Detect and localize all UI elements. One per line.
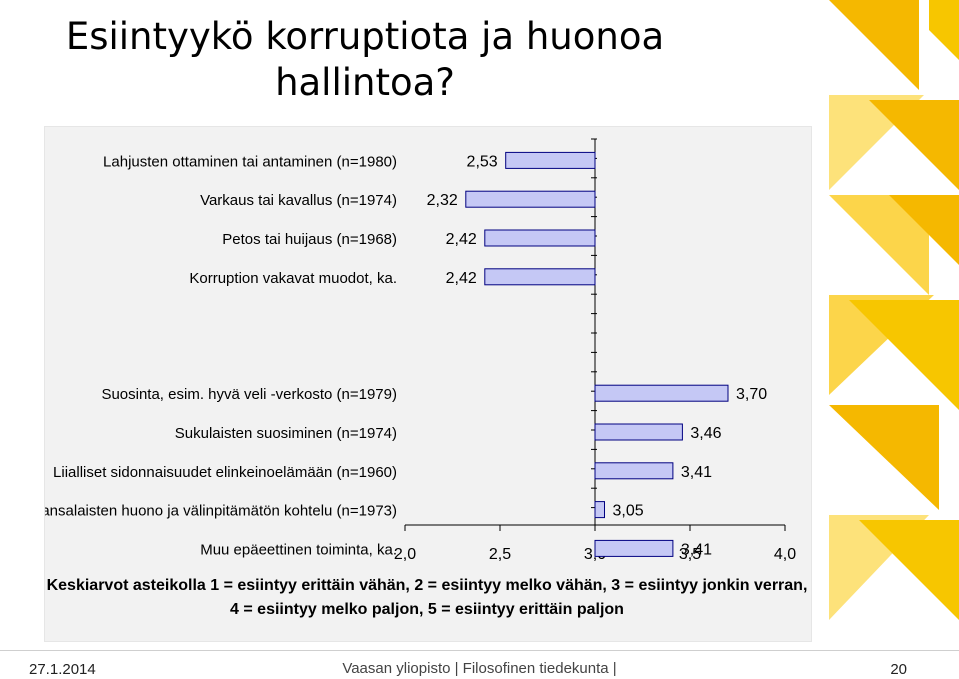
category-label: Liialliset sidonnaisuudet elinkeinoelämä… — [53, 464, 397, 481]
category-label: Kansalaisten huono ja välinpitämätön koh… — [45, 503, 397, 520]
bar — [594, 423, 683, 441]
x-tick-label: 2,5 — [489, 546, 511, 563]
bar — [465, 190, 596, 208]
decorative-triangles — [829, 0, 959, 620]
data-label: 3,05 — [613, 503, 644, 520]
category-label: Suosinta, esim. hyvä veli -verkosto (n=1… — [101, 386, 397, 403]
data-label: 3,41 — [681, 464, 712, 481]
bar — [594, 539, 674, 557]
data-label: 3,41 — [681, 541, 712, 558]
footer: 27.1.2014 Vaasan yliopisto | Filosofinen… — [0, 650, 959, 679]
category-label: Lahjusten ottaminen tai antaminen (n=198… — [103, 153, 397, 170]
category-label: Varkaus tai kavallus (n=1974) — [200, 192, 397, 209]
x-axis-title: Keskiarvot asteikolla 1 = esiintyy eritt… — [46, 577, 808, 618]
bar — [594, 501, 605, 519]
data-label: 2,42 — [446, 231, 477, 248]
category-label: Petos tai huijaus (n=1968) — [222, 231, 397, 248]
footer-date: 27.1.2014 — [29, 661, 96, 678]
data-label: 2,53 — [467, 153, 498, 170]
footer-divider — [0, 650, 959, 651]
bar — [484, 268, 596, 286]
slide-title: Esiintyykö korruptiota ja huonoa hallint… — [65, 15, 665, 104]
x-tick-label: 3,5 — [679, 546, 701, 563]
data-label: 3,70 — [736, 386, 767, 403]
category-label: Sukulaisten suosiminen (n=1974) — [175, 425, 397, 442]
bar — [594, 384, 729, 402]
category-label: Muu epäeettinen toiminta, ka. — [200, 541, 397, 558]
data-label: 2,32 — [427, 192, 458, 209]
bar — [484, 229, 596, 247]
category-label: Korruption vakavat muodot, ka. — [189, 270, 397, 287]
footer-institution: Vaasan yliopisto | Filosofinen tiedekunt… — [342, 660, 617, 677]
data-label: 3,46 — [690, 425, 721, 442]
bar — [594, 462, 674, 480]
x-tick-label: 4,0 — [774, 546, 796, 563]
bar — [505, 151, 596, 169]
data-label: 2,42 — [446, 270, 477, 287]
x-tick-label: 2,0 — [394, 546, 416, 563]
page-number: 20 — [890, 661, 907, 678]
